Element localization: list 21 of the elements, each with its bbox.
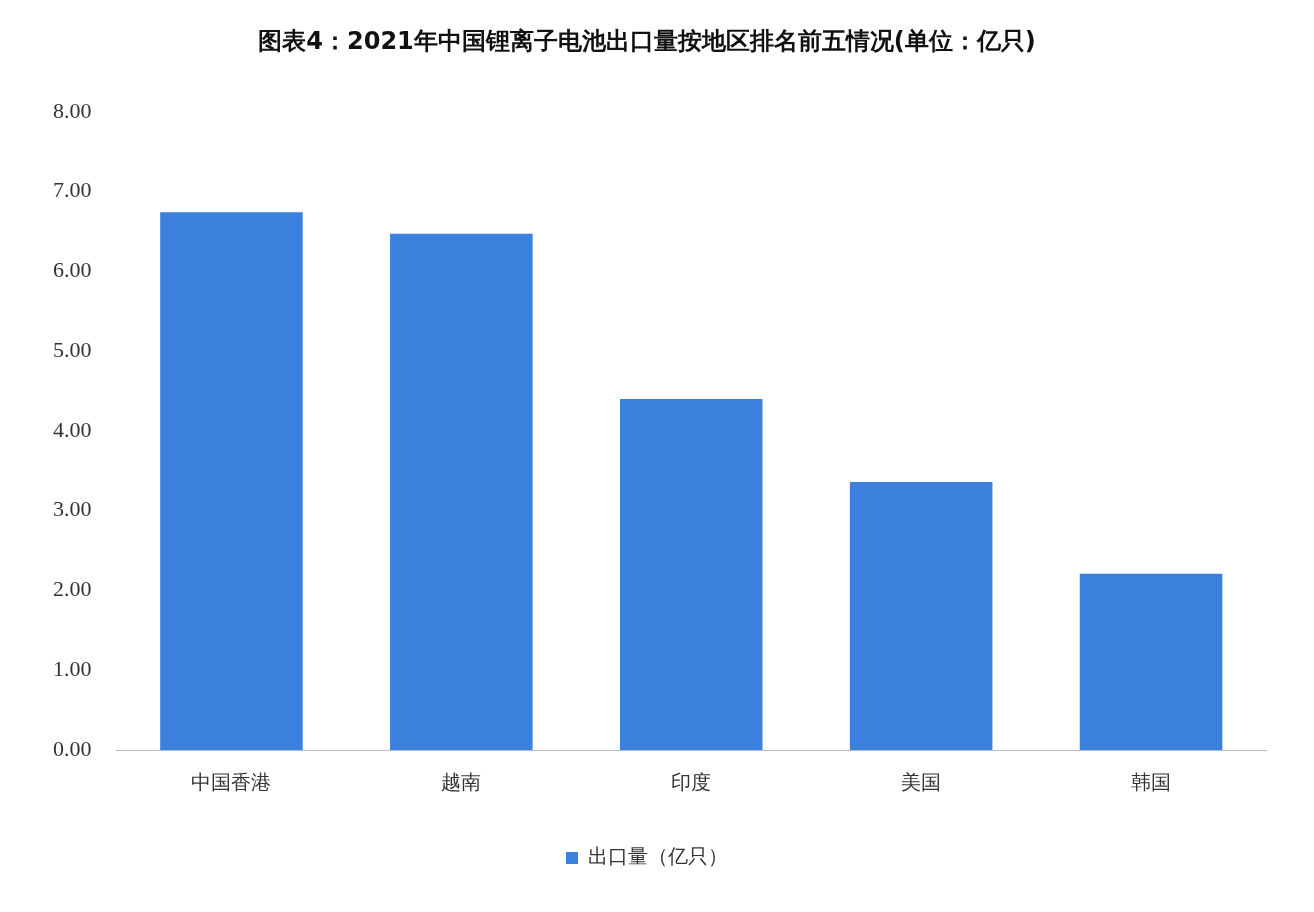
bar xyxy=(160,212,303,750)
x-tick-label: 印度 xyxy=(671,770,712,795)
x-tick-label: 越南 xyxy=(441,770,482,795)
bar xyxy=(849,481,993,750)
chart-title: 图表4：2021年中国锂离子电池出口量按地区排名前五情况(单位：亿只) xyxy=(258,26,1036,55)
bar xyxy=(390,233,533,750)
y-tick-label: 6.00 xyxy=(53,257,92,283)
y-tick-label: 0.00 xyxy=(53,735,92,761)
y-tick-label: 7.00 xyxy=(53,177,92,203)
bar xyxy=(619,398,763,750)
x-tick-label: 中国香港 xyxy=(191,770,272,795)
y-tick-label: 3.00 xyxy=(53,496,92,522)
x-tick-label: 韩国 xyxy=(1131,770,1172,795)
y-tick-label: 4.00 xyxy=(53,416,92,442)
y-tick-label: 5.00 xyxy=(53,336,92,362)
bar xyxy=(1079,573,1223,750)
y-tick-label: 2.00 xyxy=(53,576,92,602)
y-tick-label: 1.00 xyxy=(53,656,92,682)
x-tick-label: 美国 xyxy=(901,770,942,795)
y-tick-label: 8.00 xyxy=(53,97,92,123)
legend-label: 出口量（亿只） xyxy=(588,844,728,869)
